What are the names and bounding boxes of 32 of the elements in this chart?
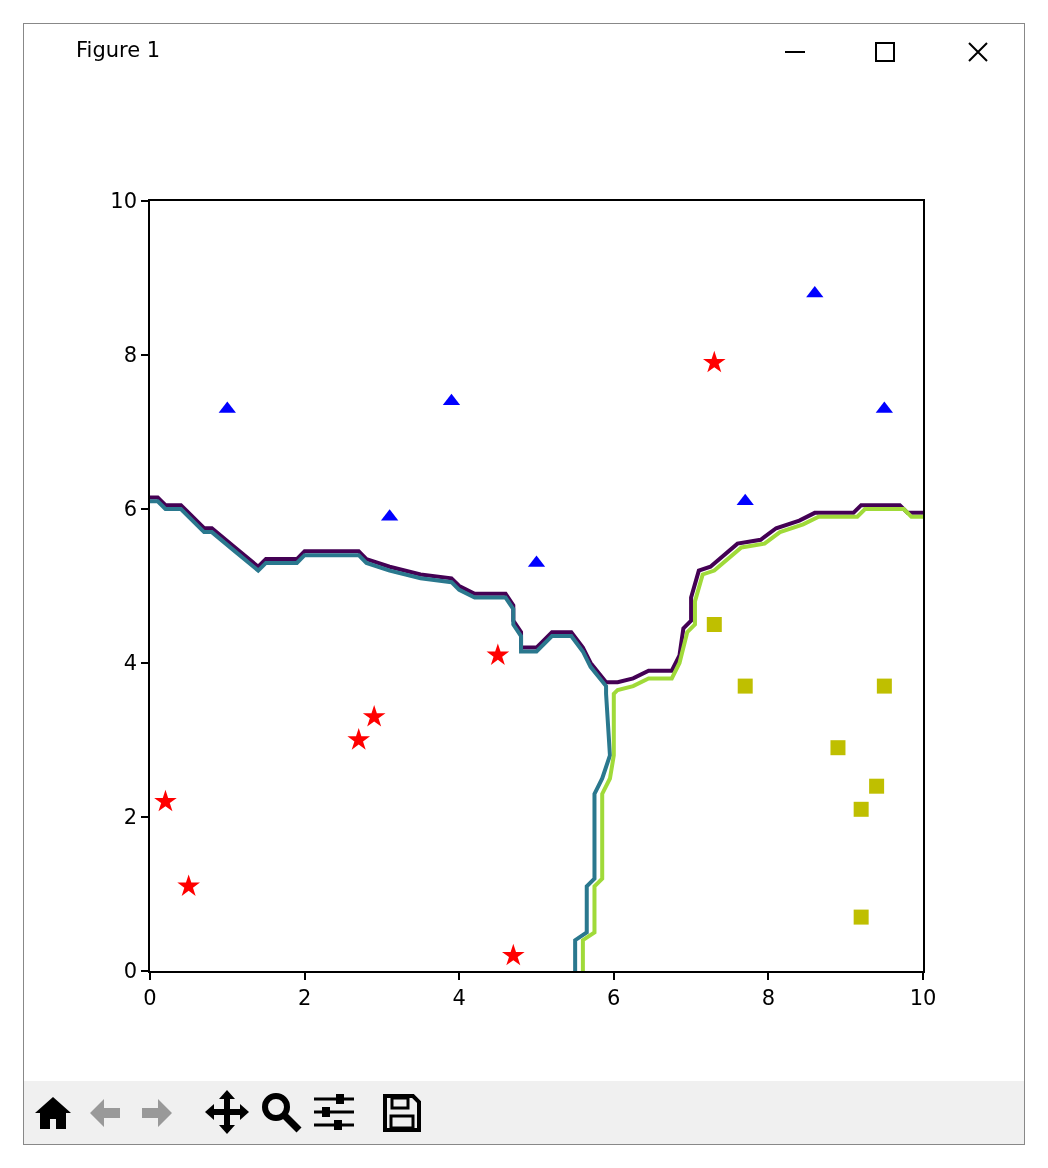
point <box>736 493 754 506</box>
point <box>702 350 726 373</box>
x-tick-label: 6 <box>607 985 621 1010</box>
point <box>154 789 177 812</box>
point <box>869 778 885 794</box>
line-series <box>580 507 923 971</box>
point <box>853 909 869 925</box>
line-series <box>150 499 612 971</box>
point <box>362 705 386 727</box>
point <box>706 617 722 632</box>
point <box>486 643 510 665</box>
point <box>347 728 371 750</box>
point <box>177 874 200 896</box>
y-tick-label: 2 <box>123 805 138 830</box>
point <box>501 943 525 966</box>
x-tick-label: 2 <box>297 985 312 1010</box>
line-series <box>150 495 923 685</box>
point <box>806 285 824 298</box>
caption: Figure 1 <box>76 38 161 62</box>
point <box>737 678 753 694</box>
y-tick-label: 10 <box>110 189 138 214</box>
point <box>830 740 846 756</box>
y-tick-label: 0 <box>123 959 138 984</box>
y-tick-label: 4 <box>123 651 138 676</box>
x-tick-label: 0 <box>143 985 157 1010</box>
x-tick-label: 10 <box>909 985 937 1010</box>
x-tick-label: 4 <box>452 985 466 1010</box>
y-tick-label: 8 <box>123 343 138 368</box>
x-tick-label: 8 <box>761 985 776 1010</box>
point <box>853 801 869 817</box>
y-tick-label: 6 <box>123 497 138 522</box>
point <box>876 678 892 694</box>
